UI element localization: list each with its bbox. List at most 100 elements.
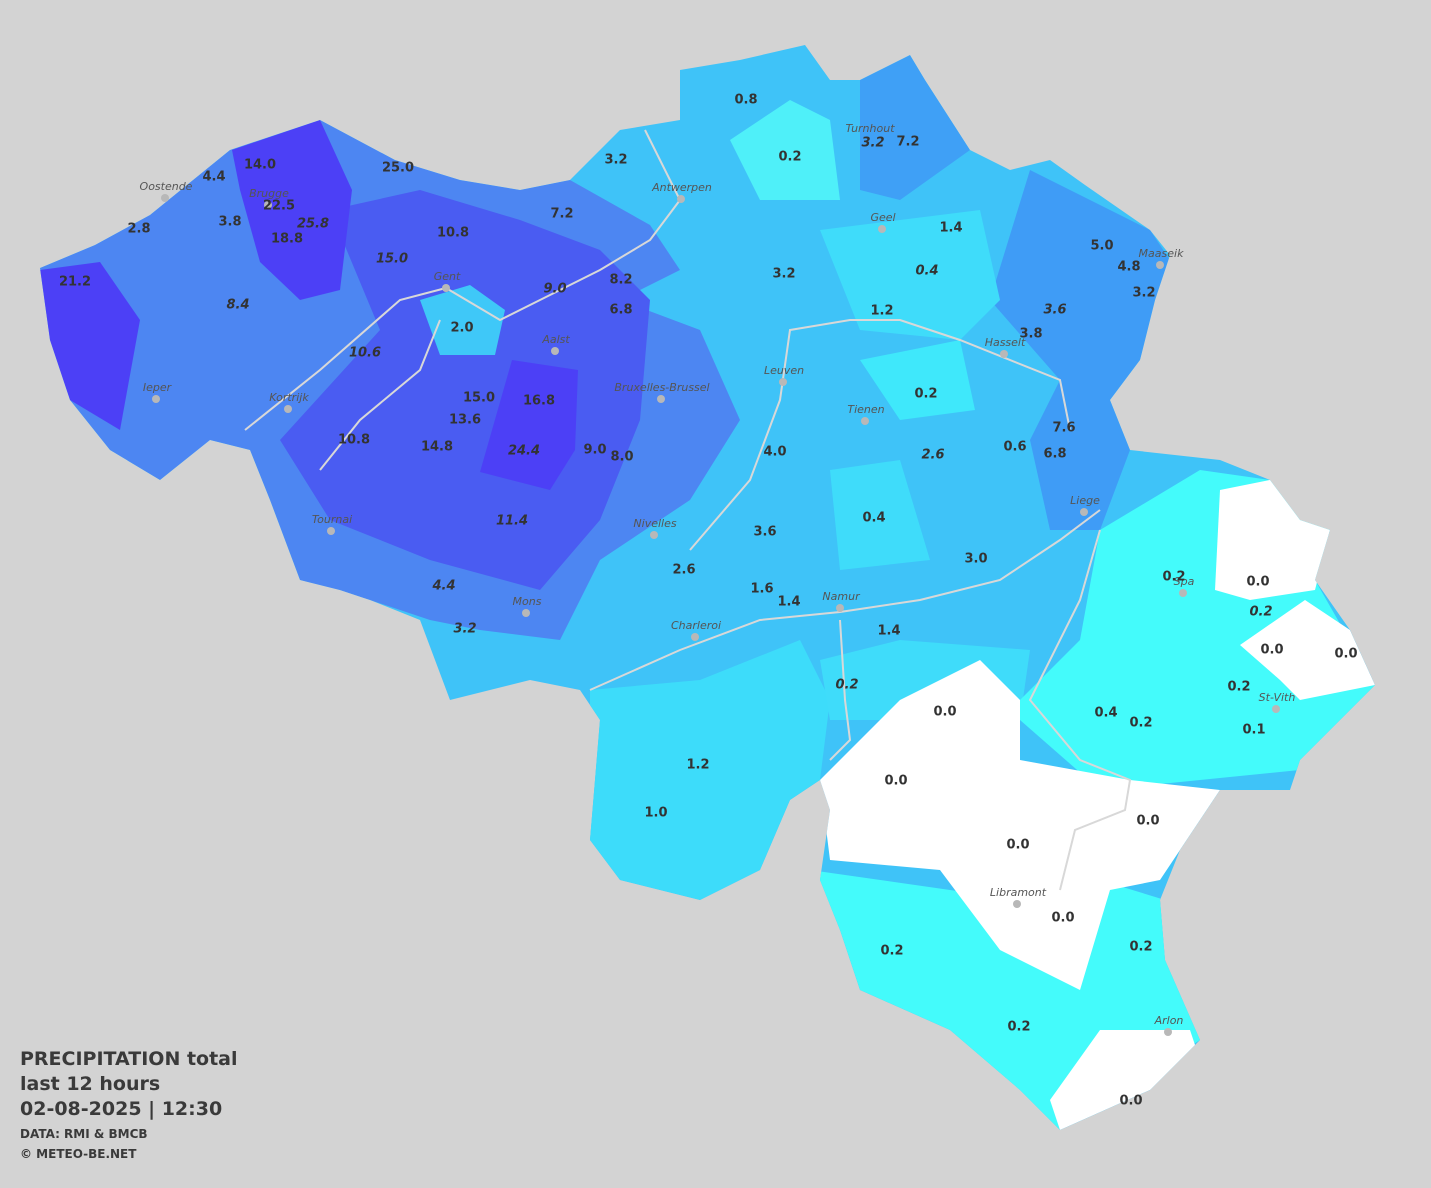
precipitation-value: 1.4 [939, 221, 962, 236]
zone-heaviest [480, 360, 578, 490]
precipitation-value: 15.0 [463, 391, 495, 406]
zone-lighter [820, 210, 1000, 340]
zone-dry [820, 660, 1220, 990]
caption-period: last 12 hours [20, 1073, 160, 1095]
city-name: Charleroi [671, 619, 721, 632]
city-name: Geel [870, 211, 895, 224]
precipitation-value: 5.0 [1090, 239, 1113, 254]
precipitation-value: 0.2 [1129, 940, 1152, 955]
precipitation-value: 0.0 [1119, 1094, 1142, 1109]
city-name: Spa [1174, 575, 1195, 588]
precipitation-value: 8.0 [610, 450, 633, 465]
precipitation-value: 0.1 [1242, 723, 1265, 738]
city-name: Brugge [249, 187, 289, 200]
city-dot [264, 201, 272, 209]
city-name: Mons [513, 595, 542, 608]
city-name: Bruxelles-Brussel [614, 381, 709, 394]
city-dot [161, 194, 169, 202]
precipitation-value: 0.0 [933, 705, 956, 720]
precipitation-value: 0.0 [884, 774, 907, 789]
precipitation-value: 7.6 [1052, 421, 1075, 436]
zone-heaviest [232, 120, 352, 300]
city-name: Namur [822, 590, 861, 603]
city-name: St-Vith [1259, 691, 1296, 704]
precipitation-value: 10.8 [338, 433, 370, 448]
precipitation-value: 0.2 [1162, 570, 1185, 585]
caption-datetime: 02-08-2025 | 12:30 [20, 1098, 222, 1120]
precipitation-value: 2.0 [450, 321, 473, 336]
precipitation-value: 2.6 [921, 448, 944, 463]
precipitation-value: 16.8 [523, 394, 555, 409]
precipitation-value: 10.6 [349, 346, 381, 361]
precipitation-value: 3.8 [218, 215, 241, 230]
zone-mid [860, 55, 970, 200]
city-name: Hasselt [985, 336, 1026, 349]
precipitation-values: 0.8 0.2 3.2 7.2 14.0 4.4 25.0 3.2 22.525.8 3.8 2.8… [59, 93, 1358, 1109]
city-name: Arlon [1154, 1014, 1184, 1027]
city-dot [836, 604, 844, 612]
caption-source: DATA: RMI & BMCB [20, 1127, 148, 1141]
precipitation-value: 0.2 [914, 387, 937, 402]
precipitation-value: 18.8 [271, 232, 303, 247]
zone-light [420, 285, 505, 355]
city-dot [152, 395, 160, 403]
city-name: Gent [434, 270, 461, 283]
zone-lighter [730, 100, 840, 200]
city-dot [327, 527, 335, 535]
precipitation-value: 14.0 [244, 158, 276, 173]
city-dot [442, 284, 450, 292]
precipitation-value: 24.4 [508, 444, 540, 459]
city-name: Tienen [847, 403, 884, 416]
precipitation-value: 0.2 [1129, 716, 1152, 731]
city-name: Leuven [764, 364, 804, 377]
precipitation-value: 1.4 [877, 624, 900, 639]
precipitation-value: 3.2 [1132, 286, 1155, 301]
city-dot [1000, 350, 1008, 358]
zone-dry [1050, 1030, 1200, 1130]
precipitation-value: 3.2 [453, 622, 476, 637]
precipitation-value: 0.4 [862, 511, 885, 526]
precipitation-value: 3.6 [1043, 303, 1066, 318]
zone-lighter [590, 640, 830, 900]
caption-credit: © METEO-BE.NET [20, 1147, 137, 1161]
zone-heaviest [40, 262, 140, 430]
zone-mid [990, 170, 1170, 530]
precipitation-value: 1.6 [750, 582, 773, 597]
city-dot [650, 531, 658, 539]
precipitation-value: 0.0 [1334, 647, 1357, 662]
precipitation-value: 0.2 [1227, 680, 1250, 695]
precipitation-value: 0.0 [1051, 911, 1074, 926]
city-name: Ieper [143, 381, 173, 394]
city-dot [861, 417, 869, 425]
precipitation-value: 21.2 [59, 275, 91, 290]
precipitation-value: 2.8 [127, 222, 150, 237]
city-dot [1080, 508, 1088, 516]
precipitation-value: 7.2 [896, 135, 919, 150]
precipitation-value: 0.0 [1246, 575, 1269, 590]
precipitation-value: 3.6 [753, 525, 776, 540]
city-dot [1179, 589, 1187, 597]
precipitation-value: 3.2 [604, 153, 627, 168]
precipitation-value: 1.4 [777, 595, 800, 610]
precipitation-value: 0.2 [880, 944, 903, 959]
city-name: Liege [1070, 494, 1100, 507]
precipitation-value: 6.8 [1043, 447, 1066, 462]
precipitation-value: 0.4 [915, 264, 938, 279]
precipitation-value: 0.8 [734, 93, 757, 108]
precipitation-value: 3.2 [861, 136, 884, 151]
precipitation-value: 4.8 [1117, 260, 1140, 275]
city-dot [1164, 1028, 1172, 1036]
precipitation-value: 14.8 [421, 440, 453, 455]
zone-dry [1240, 600, 1375, 700]
precipitation-value: 22.5 [263, 199, 295, 214]
cities: Oostende Brugge Antwerpen Turnhout Geel Maase… [140, 122, 1296, 1036]
precipitation-value: 2.6 [672, 563, 695, 578]
city-name: Libramont [990, 886, 1047, 899]
precipitation-value: 7.2 [550, 207, 573, 222]
precipitation-value: 3.8 [1019, 327, 1042, 342]
precipitation-value: 11.4 [496, 514, 528, 529]
precipitation-value: 0.0 [1006, 838, 1029, 853]
precipitation-value: 9.0 [543, 282, 566, 297]
city-name: Tournai [312, 513, 352, 526]
